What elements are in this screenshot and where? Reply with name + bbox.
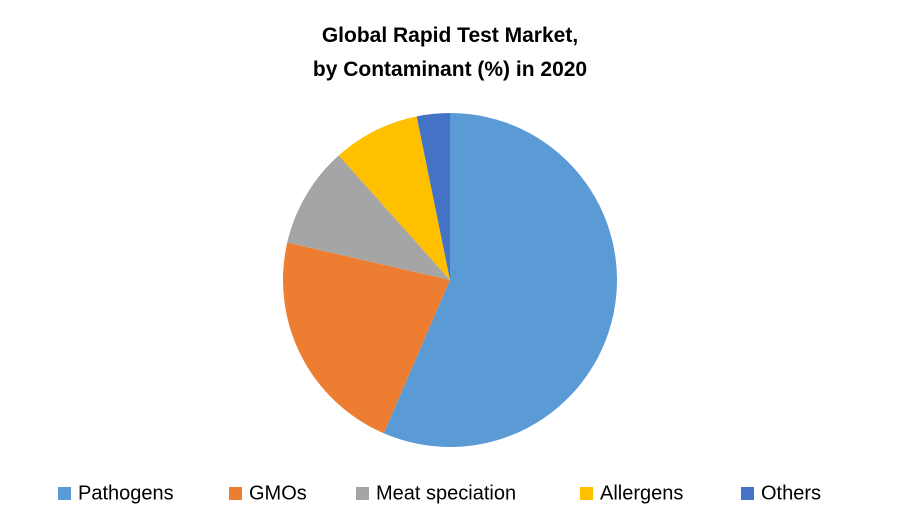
legend-swatch	[741, 487, 754, 500]
chart-title: by Contaminant (%) in 2020	[313, 58, 587, 81]
legend-label: GMOs	[249, 482, 307, 504]
pie-slice	[383, 113, 617, 447]
pie-slice	[287, 155, 450, 280]
legend-label: Others	[761, 482, 821, 504]
pie-slice	[282, 242, 450, 434]
chart-title: Global Rapid Test Market,	[322, 24, 578, 47]
legend-swatch	[229, 487, 242, 500]
pie-slice	[338, 116, 450, 281]
legend-swatch	[356, 487, 369, 500]
legend-swatch	[580, 487, 593, 500]
legend-swatch	[58, 487, 71, 500]
legend-label: Pathogens	[78, 482, 174, 504]
legend-label: Allergens	[600, 482, 683, 504]
pie-slice	[416, 113, 450, 280]
legend-label: Meat speciation	[376, 482, 516, 504]
